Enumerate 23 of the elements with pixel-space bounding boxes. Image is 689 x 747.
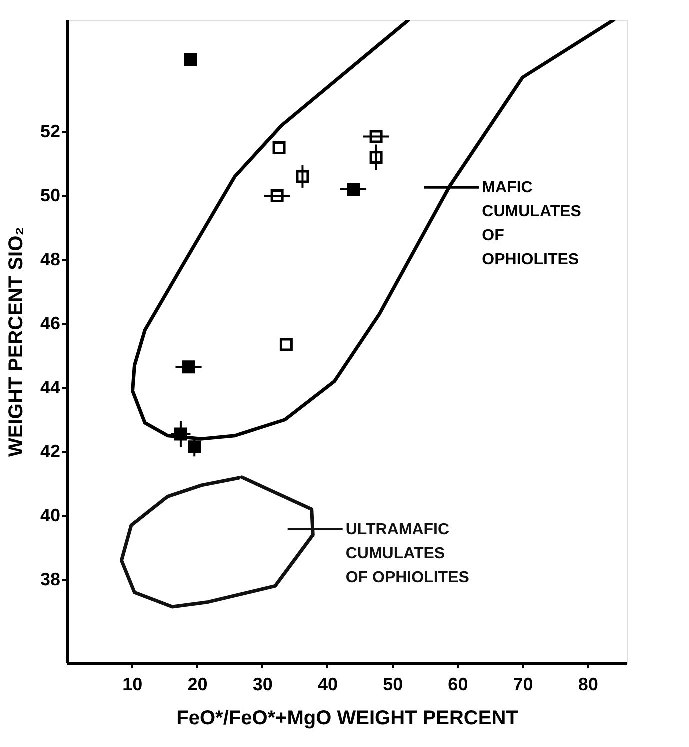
y-tick-label: 42 [40,441,60,462]
point [272,141,286,154]
x-tick-label: 80 [578,674,598,694]
legend-label: ULTRAMAFIC CUMULATES OF OPHIOLITES [346,521,470,586]
legend-label: MAFIC CUMULATES OF OPHIOLITES [482,180,582,269]
y-tick-label: 52 [40,121,60,142]
point [184,53,198,66]
y-tick-label: 48 [40,249,60,270]
x-tick-label: 30 [252,674,273,694]
point [280,338,293,352]
x-tick-label: 10 [122,674,143,694]
y-tick-label: 46 [40,313,60,334]
y-axis-title: WEIGHT PERCENT SIO₂ [5,226,28,458]
x-tick-label: 20 [188,674,208,694]
x-tick-label: 40 [318,674,338,694]
y-tick-label: 44 [40,377,60,398]
y-tick-label: 40 [40,505,60,526]
x-axis-title: FeO*/FeO*+MgO WEIGHT PERCENT [176,708,518,730]
x-tick-label: 50 [383,674,404,694]
y-tick-label: 50 [40,185,60,206]
y-tick-label: 38 [40,569,60,590]
x-tick-label: 70 [513,674,534,694]
x-tick-label: 60 [448,674,468,694]
